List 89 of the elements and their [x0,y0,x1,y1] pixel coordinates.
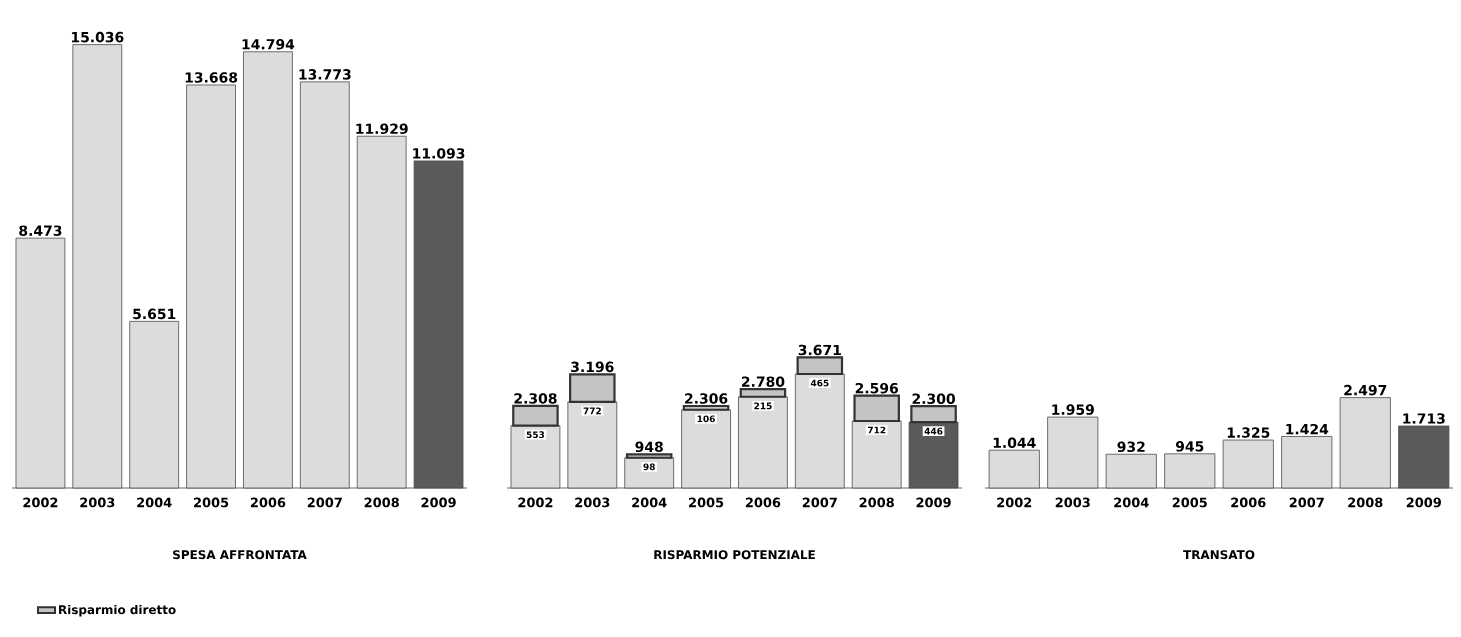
x-tick-label: 2009 [1406,497,1441,508]
bar [186,84,236,489]
bar [988,449,1040,489]
bar [682,404,730,411]
data-label: 8.473 [19,225,62,236]
x-tick-label: 2004 [632,497,667,508]
x-tick-label: 2007 [307,497,342,508]
data-label: 553 [526,431,545,439]
bar [794,373,845,489]
data-label: 932 [1117,441,1145,453]
data-label: 1.713 [1403,413,1445,424]
x-tick-label: 2007 [1289,497,1324,508]
total-label: 948 [635,441,663,453]
x-tick-label: 2002 [23,497,58,508]
bar [72,44,123,489]
data-label: 215 [754,402,772,410]
legend-label: Risparmio diretto [59,604,176,617]
bar [851,420,902,489]
data-label: 11.929 [356,123,408,135]
data-label: 1.424 [1286,423,1329,435]
x-tick-label: 2008 [859,497,894,508]
data-label: 14.794 [242,39,295,50]
x-tick-label: 2005 [194,497,229,508]
x-tick-label: 2002 [518,497,553,508]
x-tick-label: 2003 [1055,497,1090,508]
bar [796,356,844,376]
x-axis-title: TRANSATO [1183,550,1255,560]
bar [569,373,616,403]
bar [299,81,350,489]
data-label: 13.668 [185,72,238,83]
data-label: 15.036 [71,31,124,43]
x-tick-label: 2003 [575,497,610,508]
bar [853,394,900,423]
bar [681,409,731,489]
x-tick-label: 2002 [997,497,1032,508]
total-label: 3.671 [798,344,841,356]
data-label: 2.497 [1344,384,1387,396]
bar [910,405,957,424]
data-label: 1.325 [1227,427,1270,438]
x-tick-label: 2009 [421,497,456,508]
bar [1105,453,1157,489]
data-label: 712 [867,426,886,434]
bar [129,320,180,489]
bar [356,135,407,489]
x-tick-label: 2006 [250,497,286,508]
x-tick-label: 2005 [1172,497,1207,508]
x-tick-label: 2004 [1114,497,1149,508]
bar [624,457,675,489]
bar [625,453,673,459]
bar [512,404,559,427]
data-label: 98 [643,463,655,471]
data-label: 446 [924,427,943,435]
total-label: 2.306 [685,393,728,404]
x-tick-label: 2008 [364,497,399,508]
bar [567,401,618,489]
data-label: 13.773 [299,69,351,80]
x-axis-title: SPESA AFFRONTATA [173,550,307,560]
total-label: 2.308 [514,393,557,404]
total-label: 2.596 [855,382,899,394]
bar [510,425,561,489]
bar [739,388,787,398]
x-tick-label: 2005 [689,497,724,508]
data-label: 772 [583,407,601,415]
data-label: 465 [810,379,829,387]
data-label: 1.959 [1052,404,1094,415]
total-label: 3.196 [571,361,614,373]
data-label: 106 [697,415,715,423]
x-tick-label: 2006 [745,497,781,508]
bar [738,396,788,489]
bar [243,51,293,489]
bar [1164,453,1216,489]
data-label: 11.093 [413,148,465,159]
x-tick-label: 2009 [916,497,951,508]
total-label: 2.300 [912,393,955,405]
bar [15,237,66,489]
x-tick-label: 2003 [80,497,115,508]
x-tick-label: 2006 [1231,497,1266,508]
data-label: 5.651 [133,308,176,320]
x-tick-label: 2007 [802,497,837,508]
total-label: 2.780 [741,376,785,387]
x-tick-label: 2004 [137,497,172,508]
data-label: 945 [1175,441,1204,452]
x-axis-title: RISPARMIO POTENZIALE [654,550,815,560]
bar [1339,397,1391,489]
data-label: 1.044 [993,437,1036,449]
x-tick-label: 2008 [1348,497,1383,508]
bar [1047,416,1099,489]
bar [1281,436,1333,489]
bar [1222,439,1274,489]
